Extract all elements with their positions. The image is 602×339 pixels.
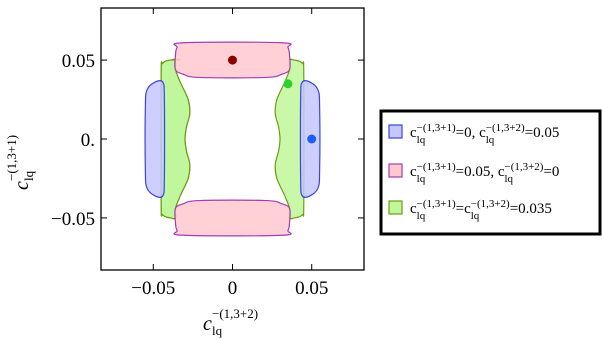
legend-label-green: c−(1,3+1) lq =c−(1,3+2) lq =0.035 (410, 198, 552, 222)
y-axis-label-sub: lq (21, 170, 36, 181)
legend-label-blue: c−(1,3+1) lq =0, c−(1,3+2) lq =0.05 (410, 122, 559, 146)
legend: c−(1,3+1) lq =0, c−(1,3+2) lq =0.05 c−(1,3+1)… (379, 109, 602, 236)
legend-frame (379, 109, 602, 236)
y-axis-label: c lq −(1,3+1) (4, 135, 36, 190)
ticks-layer: −0.05 0 0.05 0.05 0. −0.05 (51, 8, 364, 299)
x-axis-label-sub: lq (212, 323, 223, 338)
legend-swatch-blue (388, 124, 403, 139)
y-tick-label-0: 0.05 (62, 51, 95, 72)
green-region-1 (160, 58, 191, 220)
y-tick-label-2: −0.05 (51, 209, 95, 230)
points-layer (228, 55, 317, 144)
blue-point (307, 134, 317, 144)
x-tick-label-0: −0.05 (131, 278, 175, 299)
x-axis-label: c lq −(1,3+2) (203, 306, 258, 338)
pink-region-1 (173, 199, 292, 237)
pink-point (228, 55, 237, 65)
green-point (283, 79, 293, 89)
blue-region-0 (144, 79, 166, 199)
x-tick-label-2: 0.05 (295, 278, 328, 299)
green-region-2 (274, 58, 305, 220)
x-axis-label-sup: −(1,3+2) (212, 306, 258, 321)
y-tick-label-1: 0. (81, 130, 95, 151)
x-tick-label-1: 0 (228, 278, 238, 299)
y-axis-label-sup: −(1,3+1) (4, 135, 19, 181)
x-axis-label-base: c (203, 313, 212, 335)
legend-label-pink: c−(1,3+1) lq =0.05, c−(1,3+2) lq =0 (410, 161, 559, 185)
regions-layer (144, 41, 321, 237)
legend-swatch-green (388, 200, 403, 215)
y-axis-label-base: c (11, 181, 33, 190)
legend-swatch-pink (388, 163, 403, 178)
